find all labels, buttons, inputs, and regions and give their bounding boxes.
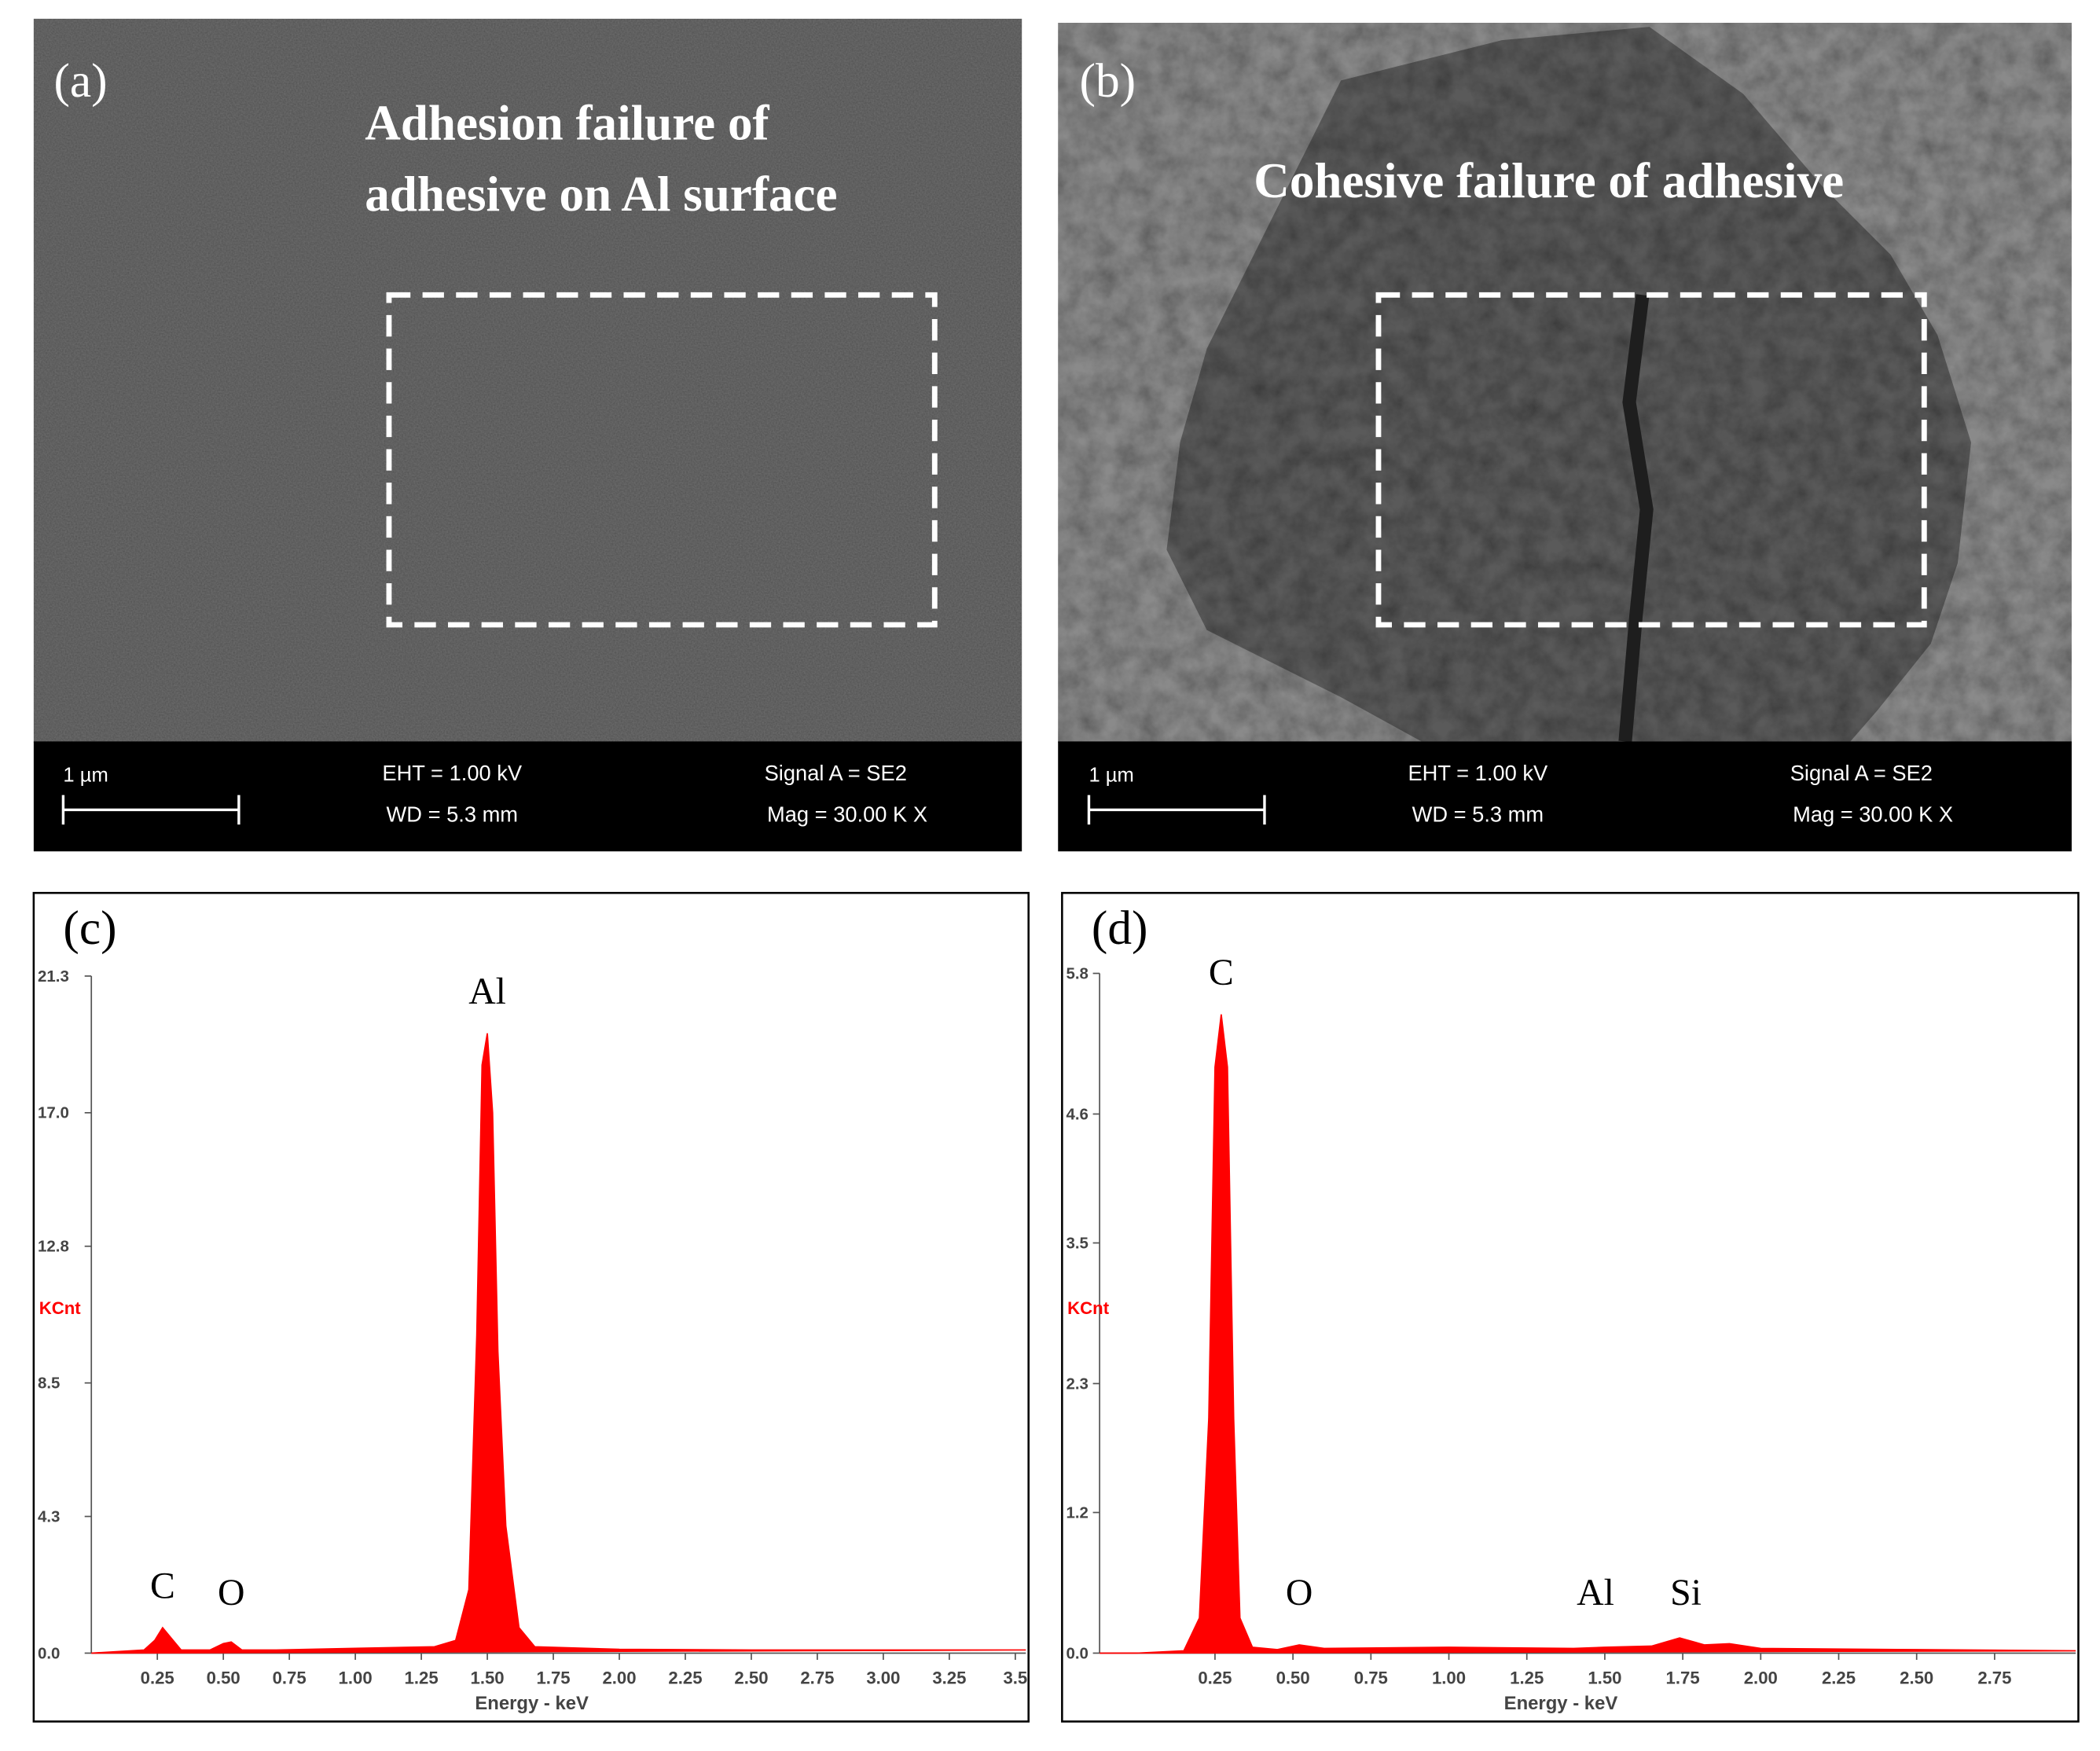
y-tick-label: 0.0 (38, 1644, 60, 1662)
y-tick-label: 2.3 (1066, 1375, 1088, 1393)
info-text: Mag = 30.00 K X (1793, 802, 1953, 827)
info-text: Signal A = SE2 (1790, 761, 1933, 785)
y-tick-label: 3.5 (1066, 1234, 1088, 1252)
y-tick-label: 1.2 (1066, 1503, 1088, 1522)
y-tick-label: 0.0 (1066, 1644, 1088, 1662)
panel-label: (a) (53, 54, 107, 108)
scale-bar-label: 1 µm (1089, 765, 1133, 787)
roi-box (1375, 292, 1927, 628)
info-text: EHT = 1.00 kV (382, 761, 522, 785)
panel-label: (b) (1080, 54, 1136, 108)
x-tick-label: 1.25 (405, 1668, 439, 1688)
scale-bar-label: 1 µm (63, 765, 108, 787)
sem-image (33, 18, 1022, 743)
crack (1618, 294, 1654, 743)
x-tick-label: 1.75 (1666, 1668, 1700, 1688)
y-axis-label: KCnt (39, 1298, 82, 1318)
y-tick-label: 4.6 (1066, 1105, 1088, 1123)
x-tick-label: 3.5 (1003, 1668, 1027, 1688)
x-tick-label: 1.00 (1432, 1668, 1466, 1688)
x-tick-label: 1.00 (339, 1668, 373, 1688)
x-tick-label: 1.25 (1510, 1668, 1544, 1688)
x-tick-label: 1.50 (471, 1668, 505, 1688)
x-tick-label: 2.25 (1822, 1668, 1856, 1688)
y-tick-label: 21.3 (38, 967, 69, 986)
x-tick-label: 2.00 (1744, 1668, 1778, 1688)
x-tick-label: 0.75 (273, 1668, 307, 1688)
peak-label: C (150, 1566, 175, 1607)
caption: adhesive on Al surface (365, 167, 837, 222)
peak-label: Al (1577, 1572, 1614, 1613)
info-text: WD = 5.3 mm (1412, 802, 1544, 827)
peak-label: Si (1670, 1572, 1702, 1613)
x-tick-label: 1.50 (1588, 1668, 1621, 1688)
info-bar (33, 741, 1022, 852)
roi-box (386, 292, 938, 628)
caption: Cohesive failure of adhesive (1254, 153, 1844, 208)
x-tick-label: 2.50 (1900, 1668, 1933, 1688)
x-tick-label: 0.50 (207, 1668, 240, 1688)
y-tick-label: 12.8 (38, 1238, 69, 1256)
y-axis-label: KCnt (1067, 1298, 1110, 1318)
peak-label: O (1286, 1572, 1312, 1613)
x-tick-label: 2.25 (668, 1668, 702, 1688)
y-tick-label: 8.5 (38, 1374, 60, 1392)
x-axis-label: Energy - keV (1504, 1693, 1618, 1714)
chart-frame (1061, 891, 2080, 1723)
spectrum (91, 1033, 1026, 1654)
x-axis-label: Energy - keV (475, 1693, 589, 1714)
y-tick-label: 4.3 (38, 1507, 60, 1525)
info-text: WD = 5.3 mm (387, 802, 518, 827)
x-tick-label: 0.25 (1198, 1668, 1232, 1688)
info-bar (1058, 741, 2072, 852)
x-tick-label: 2.50 (734, 1668, 768, 1688)
caption: Adhesion failure of (365, 95, 769, 150)
panel-label: (d) (1092, 901, 1148, 955)
x-tick-label: 2.00 (602, 1668, 636, 1688)
y-tick-label: 17.0 (38, 1104, 69, 1122)
info-text: Mag = 30.00 K X (767, 802, 927, 827)
x-tick-label: 0.50 (1276, 1668, 1310, 1688)
peak-label: O (218, 1572, 244, 1613)
chart-frame (32, 891, 1030, 1723)
peak-label: C (1209, 952, 1234, 993)
x-tick-label: 0.75 (1354, 1668, 1388, 1688)
x-tick-label: 2.75 (1977, 1668, 2011, 1688)
panel-label: (c) (63, 901, 116, 955)
fracture-region (1166, 27, 1972, 742)
x-tick-label: 3.00 (866, 1668, 900, 1688)
info-text: Signal A = SE2 (765, 761, 907, 785)
x-tick-label: 2.75 (800, 1668, 834, 1688)
spectrum (1100, 1014, 2076, 1654)
y-tick-label: 5.8 (1066, 964, 1088, 982)
info-text: EHT = 1.00 kV (1408, 761, 1547, 785)
peak-label: Al (468, 971, 506, 1012)
x-tick-label: 0.25 (141, 1668, 174, 1688)
x-tick-label: 1.75 (536, 1668, 570, 1688)
x-tick-label: 3.25 (932, 1668, 966, 1688)
